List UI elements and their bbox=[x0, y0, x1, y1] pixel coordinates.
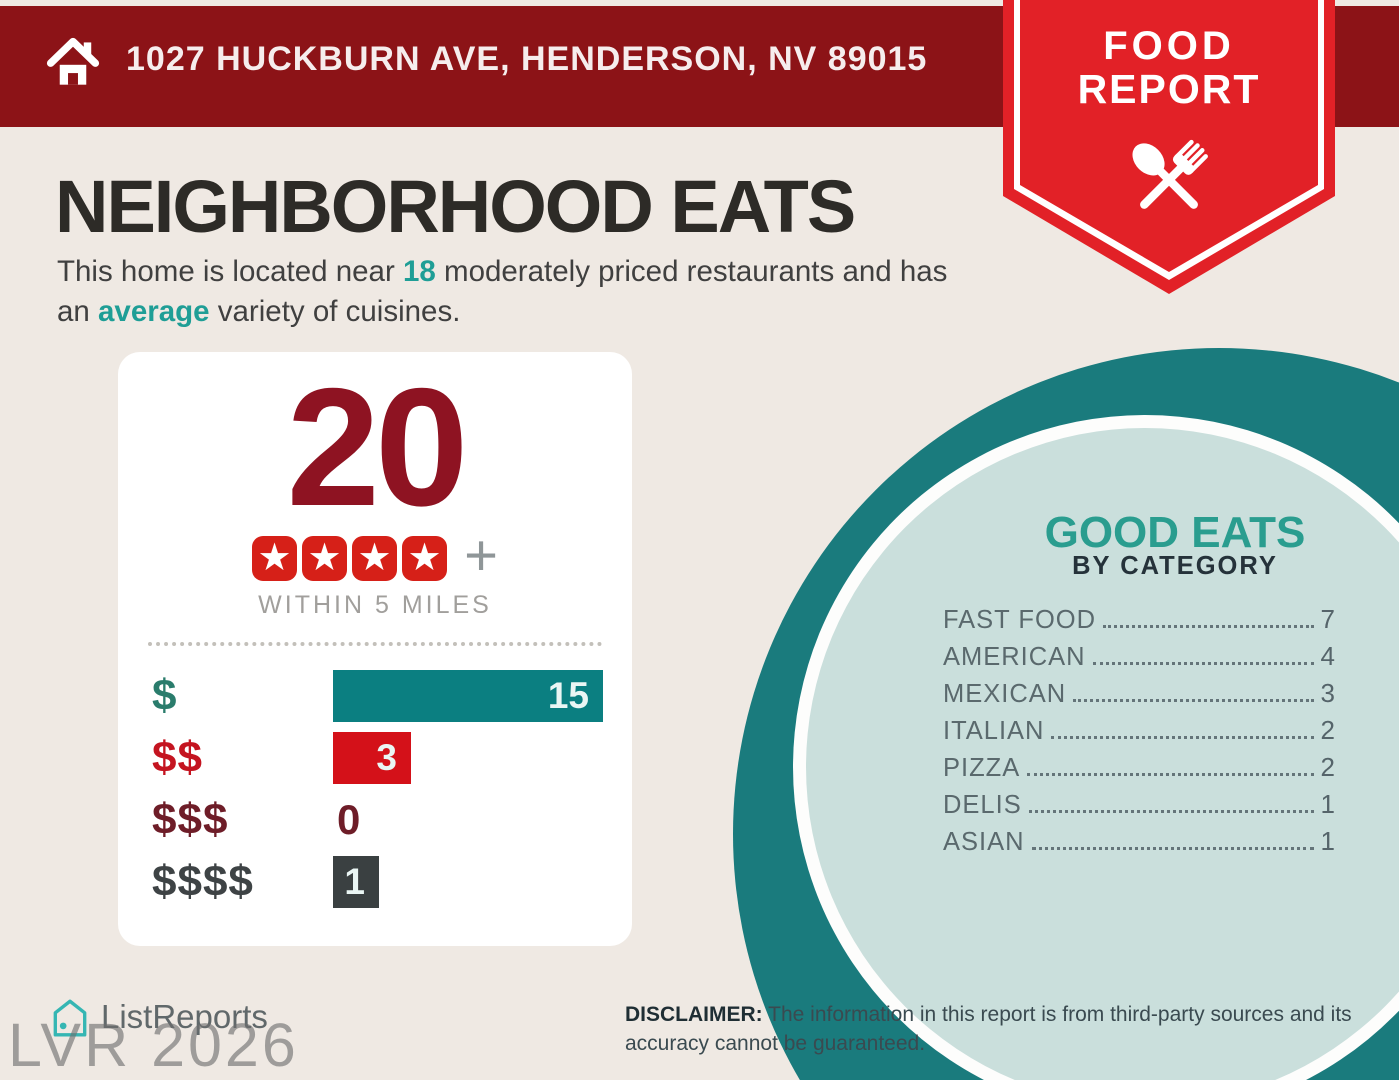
price-bar-zone: 0 bbox=[333, 794, 604, 846]
category-row: ASIAN 1 bbox=[943, 826, 1335, 856]
listreports-house-icon bbox=[53, 999, 87, 1037]
good-eats-subtitle: BY CATEGORY bbox=[1072, 552, 1278, 580]
price-bar: 1 bbox=[333, 855, 379, 908]
price-row: $$$ 0 bbox=[152, 794, 604, 846]
star-icon: ★ bbox=[402, 535, 448, 581]
home-icon bbox=[46, 37, 100, 85]
variety-highlight: average bbox=[98, 295, 210, 329]
category-row: FAST FOOD 7 bbox=[943, 604, 1335, 634]
category-label: ASIAN bbox=[943, 828, 1025, 856]
good-eats-circle-fill bbox=[806, 428, 1399, 1080]
category-count: 7 bbox=[1320, 604, 1335, 634]
subtitle-pre: This home is located near bbox=[57, 255, 403, 288]
dotted-divider bbox=[148, 641, 602, 646]
disclaimer-label: DISCLAIMER: bbox=[625, 1003, 763, 1026]
category-row: PIZZA 2 bbox=[943, 752, 1335, 782]
page-title: NEIGHBORHOOD EATS bbox=[55, 165, 856, 248]
category-label: AMERICAN bbox=[943, 643, 1086, 671]
dotted-leader bbox=[1092, 662, 1314, 665]
dotted-leader bbox=[1073, 699, 1314, 702]
price-row: $ 15 bbox=[152, 669, 604, 722]
radius-caption: WITHIN 5 MILES bbox=[258, 590, 492, 619]
star-icon: ★ bbox=[352, 535, 398, 581]
watermark: LVR 2026 bbox=[8, 1011, 299, 1079]
price-bar-zone: 15 bbox=[333, 669, 604, 722]
crossed-spoon-fork-icon bbox=[1132, 139, 1208, 209]
disclaimer-text: The information in this report is from t… bbox=[625, 1003, 1352, 1056]
price-bar: 15 bbox=[333, 669, 603, 722]
category-count: 3 bbox=[1320, 678, 1335, 708]
summary-card: 20 ★ ★ ★ ★ + WITHIN 5 MILES $ 15 $$ 3 $$$ 0… bbox=[118, 352, 632, 946]
property-address: 1027 HUCKBURN AVE, HENDERSON, NV 89015 bbox=[126, 39, 928, 78]
header: 1027 HUCKBURN AVE, HENDERSON, NV 89015 bbox=[44, 26, 927, 92]
category-row: DELIS 1 bbox=[943, 789, 1335, 819]
price-bar-chart: $ 15 $$ 3 $$$ 0 $$$$ 1 bbox=[118, 669, 632, 908]
star-icon: ★ bbox=[302, 535, 348, 581]
price-level-label: $$$ bbox=[152, 794, 229, 844]
category-row: MEXICAN 3 bbox=[943, 678, 1335, 708]
category-label: DELIS bbox=[943, 791, 1022, 819]
dotted-leader bbox=[1103, 625, 1314, 628]
category-row: ITALIAN 2 bbox=[943, 715, 1335, 745]
price-bar-zone: 1 bbox=[333, 855, 604, 908]
price-bar-value: 1 bbox=[344, 860, 365, 902]
dotted-leader bbox=[1027, 773, 1314, 776]
food-report-ribbon: FOOD REPORT bbox=[1003, 0, 1335, 294]
price-level-label: $ bbox=[152, 670, 178, 720]
dotted-leader bbox=[1051, 736, 1314, 739]
category-count: 1 bbox=[1320, 826, 1335, 856]
category-count: 2 bbox=[1320, 715, 1335, 745]
star-icon: ★ bbox=[252, 535, 298, 581]
dotted-leader bbox=[1028, 810, 1314, 813]
category-count: 4 bbox=[1320, 641, 1335, 671]
category-list: FAST FOOD 7 AMERICAN 4 MEXICAN 3 ITALIAN… bbox=[943, 604, 1335, 863]
subtitle: This home is located near 18 moderately … bbox=[57, 252, 987, 332]
ribbon-title-line1: FOOD bbox=[1103, 24, 1235, 68]
subtitle-post: variety of cuisines. bbox=[209, 295, 461, 329]
good-eats-title: GOOD EATS bbox=[1044, 508, 1306, 557]
category-label: FAST FOOD bbox=[943, 606, 1097, 634]
price-bar: 3 bbox=[333, 731, 411, 784]
restaurant-count-highlight: 18 bbox=[402, 255, 436, 288]
price-bar-value: 15 bbox=[547, 674, 589, 716]
price-zero-value: 0 bbox=[337, 795, 361, 843]
disclaimer: DISCLAIMER: The information in this repo… bbox=[625, 1000, 1360, 1059]
subtitle-mid: moderately priced restaurants and has an bbox=[57, 255, 948, 329]
price-level-label: $$$$ bbox=[152, 856, 254, 906]
price-row: $$$$ 1 bbox=[152, 855, 604, 908]
category-label: PIZZA bbox=[943, 754, 1021, 782]
restaurant-total-count: 20 bbox=[286, 353, 469, 541]
brand-logo-lockup: ListReports bbox=[48, 996, 268, 1038]
price-row: $$ 3 bbox=[152, 731, 604, 784]
price-bar-zone: 3 bbox=[333, 731, 604, 784]
category-row: AMERICAN 4 bbox=[943, 641, 1335, 671]
star-tiles: ★ ★ ★ ★ bbox=[252, 535, 448, 581]
price-level-label: $$ bbox=[152, 732, 203, 782]
category-count: 2 bbox=[1320, 752, 1335, 782]
ribbon-title: FOOD REPORT bbox=[1003, 26, 1335, 110]
plus-sign: + bbox=[464, 522, 498, 588]
ribbon-title-line2: REPORT bbox=[1077, 66, 1261, 112]
category-label: MEXICAN bbox=[943, 680, 1067, 708]
brand-name: ListReports bbox=[101, 998, 268, 1035]
price-bar-value: 3 bbox=[376, 736, 397, 778]
category-count: 1 bbox=[1320, 789, 1335, 819]
category-label: ITALIAN bbox=[943, 717, 1045, 745]
star-rating: ★ ★ ★ ★ + bbox=[118, 522, 632, 588]
dotted-leader bbox=[1031, 847, 1314, 850]
